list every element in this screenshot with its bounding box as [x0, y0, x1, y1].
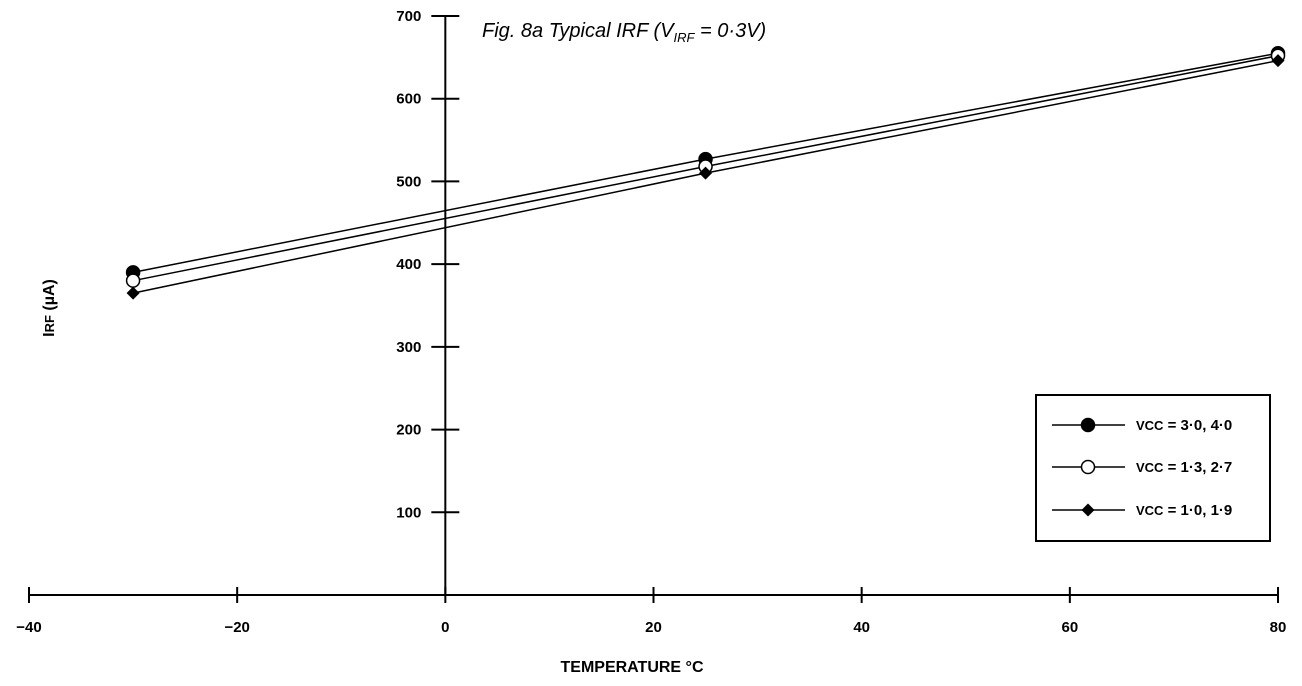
series-group [125, 45, 1286, 300]
y-axis-ticks: 100 200 300 400 500 600 700 [396, 8, 460, 521]
y-tick-label: 700 [396, 8, 421, 25]
y-tick-label: 600 [396, 91, 421, 108]
y-tick-label: 300 [396, 339, 421, 356]
legend-marker [1081, 503, 1095, 517]
x-tick-label: 0 [441, 619, 449, 636]
legend-box [1035, 394, 1271, 542]
y-tick-label: 500 [396, 173, 421, 190]
y-axis-title: IRF (µA) [41, 279, 58, 337]
data-point [1271, 54, 1285, 68]
legend-marker [1080, 417, 1096, 433]
legend-marker [1080, 459, 1096, 475]
x-tick-label: −40 [16, 619, 41, 636]
legend-label: VCC = 1·3, 2·7 [1136, 459, 1232, 476]
legend: VCC = 3·0, 4·0 VCC = 1·3, 2·7 VCC = 1·0, 1… [1035, 394, 1271, 542]
x-tick-label: 40 [853, 619, 870, 636]
legend-item: VCC = 1·0, 1·9 [1052, 502, 1232, 519]
x-tick-label: 60 [1061, 619, 1078, 636]
y-tick-label: 200 [396, 422, 421, 439]
legend-item: VCC = 3·0, 4·0 [1052, 417, 1232, 434]
x-axis-ticks: −40 −20 0 20 40 60 80 [16, 587, 1286, 636]
legend-item: VCC = 1·3, 2·7 [1052, 459, 1232, 476]
chart-title: Fig. 8a Typical IRF (VIRF = 0·3V) [482, 20, 766, 45]
data-point [125, 273, 141, 288]
data-point [699, 166, 713, 180]
x-axis-title: TEMPERATURE °C [561, 659, 704, 676]
y-tick-label: 100 [396, 504, 421, 521]
series-3 [126, 54, 1285, 300]
data-point [126, 286, 140, 300]
x-tick-label: 80 [1270, 619, 1287, 636]
legend-label: VCC = 3·0, 4·0 [1136, 417, 1232, 434]
legend-label: VCC = 1·0, 1·9 [1136, 502, 1232, 519]
x-tick-label: −20 [224, 619, 249, 636]
y-tick-label: 400 [396, 256, 421, 273]
x-tick-label: 20 [645, 619, 662, 636]
